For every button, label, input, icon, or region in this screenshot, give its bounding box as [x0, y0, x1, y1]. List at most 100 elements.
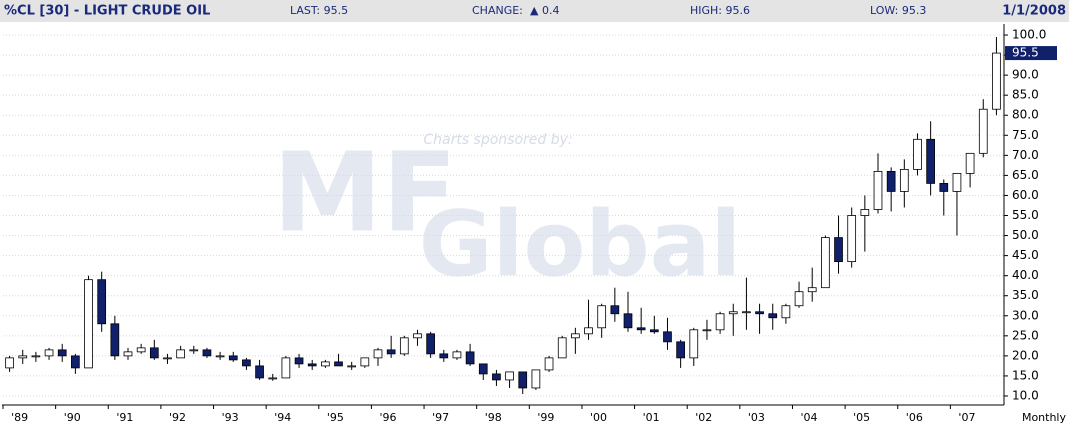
candle-body	[636, 327, 646, 331]
candle-body	[584, 327, 593, 335]
y-tick-label: 60.0	[1012, 188, 1039, 202]
candle-body	[978, 108, 988, 154]
candle-body	[189, 349, 199, 352]
candle-body	[452, 351, 462, 359]
change: ▲ 0.4	[530, 4, 559, 17]
candle-body	[18, 355, 28, 359]
candle-body	[702, 329, 712, 332]
candle-body	[728, 311, 738, 315]
y-tick-label: 50.0	[1012, 228, 1039, 242]
candle-body	[149, 347, 159, 359]
candle-body	[649, 329, 659, 333]
x-tick-label: '91	[116, 411, 133, 424]
y-tick-label: 35.0	[1012, 288, 1039, 302]
candle-body	[610, 305, 620, 315]
candle-body	[321, 361, 330, 367]
candle-body	[623, 313, 633, 329]
last: LAST: 95.5	[290, 4, 348, 17]
candle-body	[926, 138, 935, 184]
candle-body	[242, 359, 251, 367]
header-bar	[0, 0, 1069, 22]
candle-body	[518, 371, 528, 389]
candle-body	[886, 170, 896, 192]
candle-body	[426, 333, 435, 355]
candle-body	[505, 371, 514, 381]
candle-body	[31, 355, 41, 358]
candle-body	[939, 183, 949, 192]
candle-body	[571, 333, 580, 339]
candle-body	[347, 365, 357, 368]
candle-body	[597, 305, 607, 329]
candle-body	[821, 237, 830, 289]
candle-body	[399, 337, 409, 355]
candle-body	[676, 341, 685, 359]
y-tick-label: 80.0	[1012, 108, 1039, 122]
candle-body	[228, 355, 238, 361]
candle-body	[913, 138, 922, 170]
candle-body	[136, 347, 146, 353]
x-tick-label: '03	[748, 411, 765, 424]
x-tick-label: '02	[695, 411, 712, 424]
y-tick-label: 75.0	[1012, 128, 1039, 142]
candle-body	[97, 279, 107, 325]
x-tick-label: '89	[11, 411, 28, 424]
candle-body	[663, 331, 672, 343]
candle-body	[268, 377, 278, 380]
sponsor-text: Charts sponsored by:	[423, 132, 572, 148]
candle-body	[360, 357, 370, 367]
candle-body	[557, 337, 567, 359]
candle-body	[44, 349, 54, 357]
candle-body	[439, 353, 449, 359]
x-tick-label: '01	[643, 411, 660, 424]
y-tick-label: 45.0	[1012, 248, 1039, 262]
candle-body	[5, 357, 14, 369]
candle-body	[176, 349, 185, 359]
x-tick-label: '05	[853, 411, 870, 424]
candle-body	[689, 329, 699, 359]
low: LOW: 95.3	[870, 4, 926, 17]
candle-body	[57, 349, 67, 357]
candle-body	[334, 361, 343, 367]
candle-body	[807, 287, 817, 293]
candle-body	[465, 351, 475, 365]
candle-body	[992, 52, 1001, 110]
candle-body	[952, 172, 962, 192]
candle-body	[255, 365, 264, 379]
y-tick-label: 20.0	[1012, 348, 1039, 362]
candle-body	[492, 373, 501, 381]
y-tick-label: 90.0	[1012, 68, 1039, 82]
candle-body	[742, 311, 751, 314]
candle-body	[965, 152, 975, 174]
y-tick-label: 25.0	[1012, 328, 1039, 342]
candle-body	[386, 349, 396, 355]
candle-body	[281, 357, 291, 379]
candle-body	[834, 237, 843, 263]
candle-body	[373, 349, 383, 359]
y-tick-label: 100.0	[1012, 28, 1046, 42]
candle-body	[873, 170, 883, 210]
candle-body	[781, 305, 791, 319]
candle-body	[71, 355, 80, 369]
candle-body	[123, 351, 133, 357]
x-tick-label: '07	[958, 411, 975, 424]
logo-mf: MF	[273, 128, 458, 256]
x-tick-label: '04	[801, 411, 818, 424]
last-price-tag	[1005, 46, 1057, 61]
x-tick-label: '98	[485, 411, 502, 424]
y-tick-label: 55.0	[1012, 208, 1039, 222]
candle-body	[294, 357, 304, 365]
candle-body	[531, 369, 541, 389]
logo-global: Global	[419, 192, 742, 297]
x-tick-label: '00	[590, 411, 607, 424]
high: HIGH: 95.6	[690, 4, 750, 17]
x-tick-label: '90	[64, 411, 81, 424]
candle-body	[899, 168, 909, 192]
y-tick-label: 40.0	[1012, 268, 1039, 282]
x-tick-label: '93	[222, 411, 239, 424]
candle-body	[413, 333, 422, 339]
change-label: CHANGE:	[472, 4, 523, 17]
candle-body	[768, 313, 778, 319]
x-tick-label: '99	[537, 411, 554, 424]
candle-body	[847, 215, 857, 263]
